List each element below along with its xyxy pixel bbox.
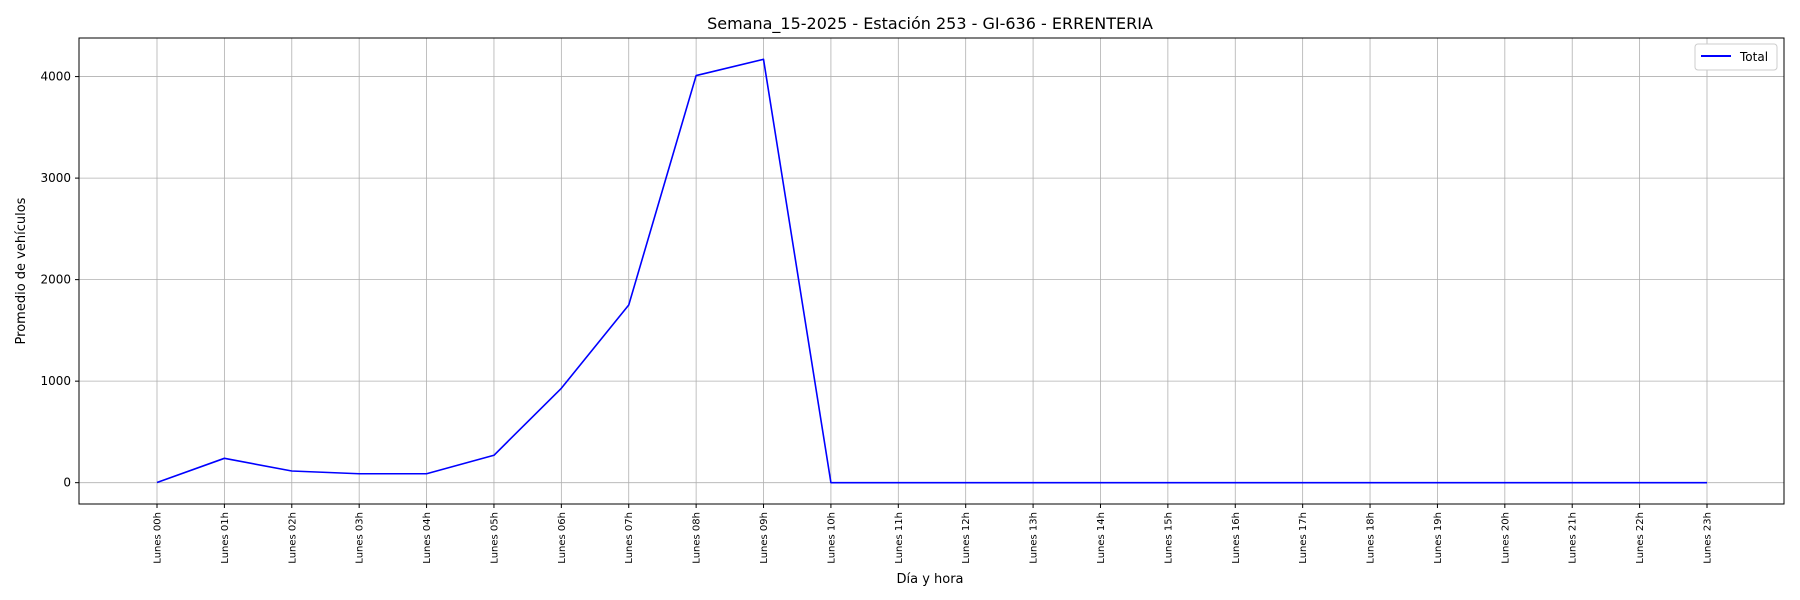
- x-tick-label: Lunes 04h: [422, 512, 433, 564]
- legend-label-total: Total: [1739, 50, 1768, 64]
- grid: [79, 38, 1784, 504]
- x-tick-label: Lunes 07h: [624, 512, 635, 564]
- x-tick-label: Lunes 19h: [1433, 512, 1444, 564]
- x-tick-label: Lunes 10h: [826, 512, 837, 564]
- x-tick-label: Lunes 16h: [1231, 512, 1242, 564]
- x-axis-label: Día y hora: [896, 572, 963, 587]
- chart-title: Semana_15-2025 - Estación 253 - GI-636 -…: [707, 14, 1153, 34]
- legend: Total: [1694, 43, 1778, 71]
- x-tick-label: Lunes 14h: [1096, 512, 1107, 564]
- x-tick-label: Lunes 03h: [355, 512, 366, 564]
- x-tick-label: Lunes 05h: [489, 512, 500, 564]
- y-axis-ticks: 0 1000 2000 3000 4000: [40, 70, 79, 490]
- x-tick-label: Lunes 20h: [1500, 512, 1511, 564]
- series-line-total: [156, 58, 1707, 484]
- plot-frame: [78, 37, 1785, 505]
- x-tick-label: Lunes 06h: [557, 512, 568, 564]
- x-tick-label: Lunes 01h: [220, 512, 231, 564]
- x-tick-label: Lunes 00h: [153, 512, 164, 564]
- x-tick-label: Lunes 22h: [1635, 512, 1646, 564]
- x-tick-label: Lunes 09h: [759, 512, 770, 564]
- x-tick-label: Lunes 08h: [692, 512, 703, 564]
- y-tick-label: 2000: [40, 273, 71, 287]
- x-tick-label: Lunes 02h: [287, 512, 298, 564]
- y-tick-label: 3000: [40, 171, 71, 185]
- y-tick-label: 4000: [40, 70, 71, 84]
- x-tick-label: Lunes 11h: [894, 512, 905, 564]
- legend-box: [1694, 43, 1778, 71]
- y-tick-label: 1000: [40, 374, 71, 388]
- y-tick-label: 0: [63, 476, 71, 490]
- x-axis-ticks: Lunes 00h Lunes 01h Lunes 02h Lunes 03h Lune…: [153, 504, 1714, 564]
- x-tick-label: Lunes 12h: [961, 512, 972, 564]
- y-axis-label: Promedio de vehículos: [14, 197, 29, 344]
- x-tick-label: Lunes 15h: [1163, 512, 1174, 564]
- x-tick-label: Lunes 13h: [1029, 512, 1040, 564]
- x-tick-label: Lunes 18h: [1366, 512, 1377, 564]
- x-tick-label: Lunes 17h: [1298, 512, 1309, 564]
- x-tick-label: Lunes 21h: [1568, 512, 1579, 564]
- x-tick-label: Lunes 23h: [1703, 512, 1714, 564]
- series-lines: [156, 58, 1708, 484]
